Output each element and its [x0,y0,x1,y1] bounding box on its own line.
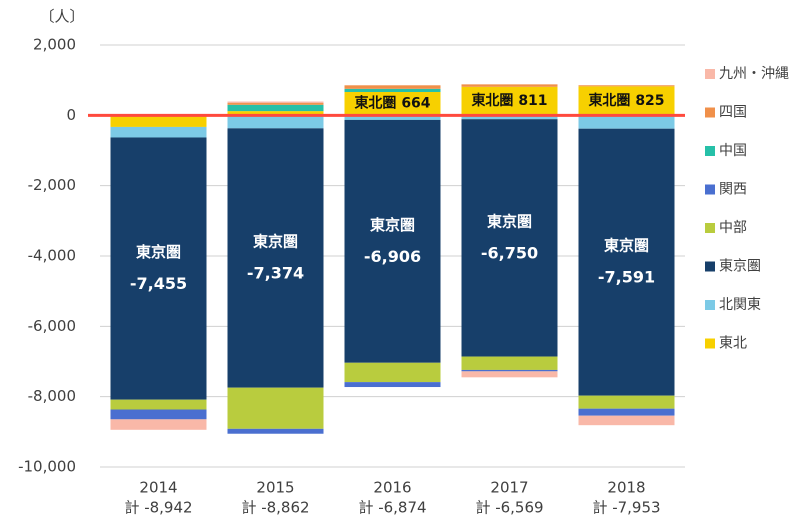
legend-swatch [705,338,715,349]
bar-segment [227,111,324,116]
legend-swatch [705,223,715,233]
data-label-name: 東京圏 [136,243,181,261]
bar-segment [578,115,675,129]
bar-segment [110,399,207,410]
bar-segment [227,115,324,129]
bar-segment [344,85,441,89]
bar-segment [578,86,675,116]
x-tick-label: 2018 [607,479,645,497]
y-axis-label: 〔人〕 [39,8,84,26]
data-label-group: 東北圏 664 [354,95,430,112]
legend-label: 東京圏 [719,259,761,275]
data-label: 664 [401,96,430,112]
bar-segment [461,86,558,116]
bar-segment [461,356,558,370]
bar-segment [110,409,207,420]
bar-segment [461,369,558,372]
bar-segment [344,119,441,363]
bar-segment [110,137,207,400]
legend-swatch [705,184,715,195]
legend-swatch [705,69,715,79]
total-label: 計 -6,569 [475,499,543,517]
y-tick-label: -2,000 [28,176,76,194]
data-label-name: 東京圏 [370,216,415,234]
legend-swatch [705,146,715,156]
bar-segment [344,115,441,120]
bar-segment [227,101,324,104]
bar-segment [227,387,324,429]
total-label: 計 -6,874 [358,499,426,517]
legend-swatch [705,107,715,118]
bar-segment [578,415,675,426]
x-tick-label: 2015 [256,479,294,497]
bar-segment [227,104,324,112]
data-label-name: 東京圏 [604,237,649,255]
data-label: -7,455 [130,274,187,293]
bar-segment [344,88,441,92]
data-label: 811 [518,93,547,109]
bar-segment [461,371,558,378]
x-tick-label: 2014 [139,479,177,497]
bar-segment [578,408,675,416]
legend-swatch [705,300,715,310]
y-tick-label: -6,000 [28,317,76,335]
bar-segment [461,119,558,357]
data-label-name: 東京圏 [253,233,298,251]
y-tick-label: 2,000 [33,36,76,54]
bar-segment [110,419,207,430]
y-tick-label: -10,000 [18,458,76,476]
bar-segment [578,85,675,87]
x-tick-label: 2017 [490,479,528,497]
data-label: 825 [635,93,664,109]
data-label: -6,906 [364,247,421,266]
total-label: 計 -8,862 [241,499,309,517]
legend-label: 九州・沖縄 [719,66,789,82]
bar-segment [578,128,675,396]
legend-label: 関西 [719,182,747,198]
y-tick-label: -4,000 [28,247,76,265]
legend-label: 中部 [719,220,747,236]
bar-segment [110,126,207,138]
bar-segment [227,103,324,105]
data-label: -6,750 [481,243,538,262]
data-label-group: 東北圏 825 [588,92,664,109]
bar-segment [461,115,558,120]
data-label-name: 東京圏 [487,212,532,230]
total-label: 計 -8,942 [124,499,192,517]
y-tick-label: -8,000 [28,387,76,405]
legend-swatch [705,261,715,272]
bar-segment [227,428,324,434]
legend-label: 中国 [719,143,747,159]
total-label: 計 -7,953 [592,499,660,517]
bar-segment [344,382,441,388]
data-label-name: 東北圏 [354,95,396,112]
data-label-name: 東北圏 [588,92,630,109]
data-label: -7,374 [247,264,304,283]
x-tick-label: 2016 [373,479,411,497]
y-tick-label: 0 [66,106,76,124]
data-label-name: 東北圏 [471,92,513,109]
legend-label: 東北 [719,336,747,352]
legend-label: 四国 [719,105,747,121]
bar-segment [461,84,558,87]
bar-segment [227,128,324,388]
bar-segment [344,362,441,383]
data-label-group: 東北圏 811 [471,92,547,109]
legend-label: 北関東 [719,297,761,313]
data-label: -7,591 [598,268,655,287]
bar-segment [110,115,207,127]
bar-segment [578,395,675,409]
bar-segment [344,91,441,116]
